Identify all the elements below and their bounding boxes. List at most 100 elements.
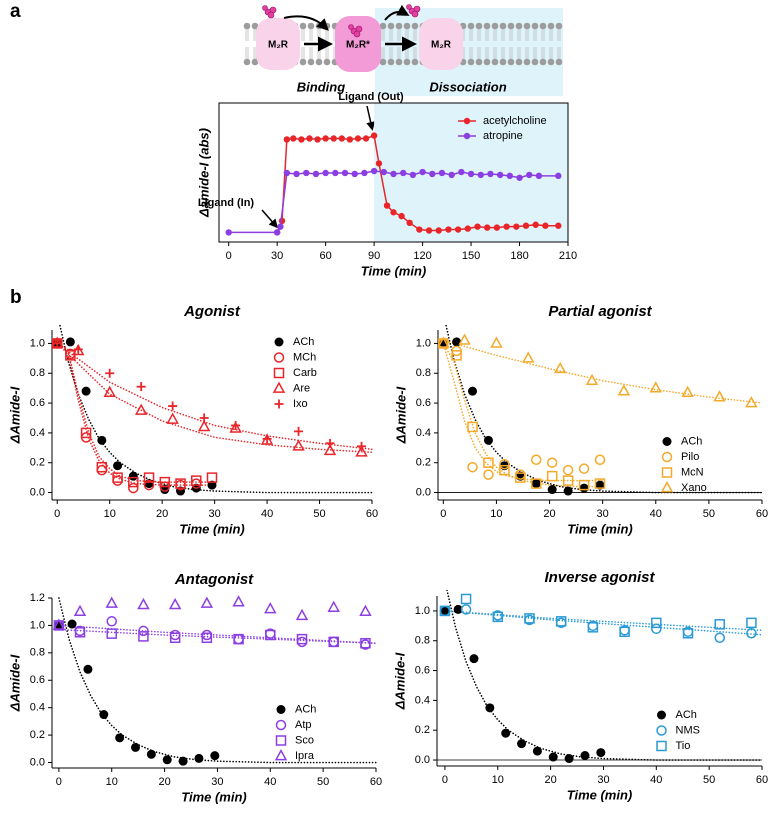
y-tick-label: 0.0 xyxy=(415,754,430,766)
plot-area xyxy=(52,595,377,766)
x-tick-label: 50 xyxy=(317,776,329,788)
data-point xyxy=(105,596,118,608)
data-point xyxy=(231,420,241,430)
data-point xyxy=(264,602,277,614)
legend: ACh Atp Sco Ipra xyxy=(274,703,316,762)
data-point xyxy=(531,454,542,465)
data-point xyxy=(460,604,472,615)
panel-label: a xyxy=(10,1,21,22)
data-point xyxy=(136,382,146,392)
legend-marker xyxy=(661,467,673,478)
legend-marker xyxy=(656,740,667,752)
chart: 0 30 60 90 120 150 180 210 Time (min) Δamide-I (a… xyxy=(196,102,577,278)
plot-area xyxy=(52,324,373,496)
chart: 0 10 20 30 40 50 60 0.0 0.2 0.4 0.6 0.8 1.0 Partial a… xyxy=(393,303,768,536)
data-point xyxy=(355,445,368,457)
legend-label: ACh xyxy=(681,435,702,447)
data-point xyxy=(467,461,478,473)
x-tick-label: 20 xyxy=(158,776,170,788)
data-point xyxy=(232,595,245,607)
receptor-active xyxy=(335,16,381,72)
legend-label: Xano xyxy=(681,482,707,494)
y-tick-label: 0.6 xyxy=(30,674,45,686)
data-point xyxy=(370,167,378,175)
x-tick-label: 50 xyxy=(313,508,325,520)
data-point xyxy=(485,703,495,713)
data-point xyxy=(296,636,308,648)
fit-curve xyxy=(56,342,216,483)
data-point xyxy=(578,479,590,491)
data-point xyxy=(362,135,370,142)
legend-label: Pilo xyxy=(681,451,699,463)
data-point xyxy=(359,604,372,617)
receptor xyxy=(419,18,463,70)
chart: 0 10 20 30 40 50 60 0.0 0.2 0.4 0.6 0.8 1.0 Agonist Ti… xyxy=(7,303,378,536)
legend-marker xyxy=(662,437,672,446)
legend: ACh NMS Tio xyxy=(656,709,700,752)
y-tick-label: 0.6 xyxy=(415,664,430,676)
data-point xyxy=(564,754,574,764)
data-point xyxy=(619,626,630,638)
y-tick-label: 0.4 xyxy=(416,427,431,439)
x-tick-label: 50 xyxy=(703,774,715,786)
data-point xyxy=(714,632,725,644)
data-point xyxy=(103,385,116,397)
legend-label: Ixo xyxy=(293,398,308,410)
x-tick-label: 40 xyxy=(650,508,662,520)
receptor-label: M₂R xyxy=(431,40,452,51)
data-point xyxy=(531,478,542,489)
data-point xyxy=(201,632,213,644)
panel-label: b xyxy=(10,287,22,308)
data-point xyxy=(467,170,475,178)
data-point xyxy=(97,435,107,445)
data-point xyxy=(714,619,725,630)
x-axis-label: Time (min) xyxy=(567,521,633,536)
legend-marker xyxy=(276,705,286,714)
data-point xyxy=(594,454,606,465)
data-point xyxy=(579,483,589,493)
data-point xyxy=(468,386,478,396)
receptor xyxy=(256,18,300,70)
x-tick-label: 30 xyxy=(597,508,609,520)
data-point xyxy=(682,628,694,639)
y-tick-label: 0.0 xyxy=(30,756,45,768)
data-point xyxy=(555,222,562,229)
fit-curve xyxy=(58,597,377,764)
x-tick-label: 40 xyxy=(264,776,276,788)
receptor-label: M₂R* xyxy=(346,40,370,51)
x-tick-label: 30 xyxy=(597,774,609,786)
x-tick-label: 60 xyxy=(756,774,768,786)
data-point xyxy=(113,461,123,471)
data-point xyxy=(332,169,339,177)
x-tick-label: 20 xyxy=(544,774,556,786)
fit-curve xyxy=(58,628,377,645)
data-point xyxy=(112,475,123,486)
chart-title: Agonist xyxy=(183,303,241,320)
data-point xyxy=(262,434,272,444)
annotation: Ligand (In) xyxy=(198,197,255,209)
data-point xyxy=(580,751,590,761)
legend-label: atropine xyxy=(483,130,523,142)
y-axis-label: ΔAmide-I xyxy=(392,652,407,710)
x-tick-label: 50 xyxy=(703,508,715,520)
data-point xyxy=(484,224,491,231)
data-point xyxy=(143,472,155,483)
plot-area xyxy=(225,132,562,236)
data-point xyxy=(419,168,426,176)
data-point xyxy=(229,421,242,433)
legend-marker xyxy=(463,132,471,140)
x-tick-label: 0 xyxy=(440,508,446,520)
legend-label: Sco xyxy=(295,734,314,746)
x-tick-label: 0 xyxy=(442,774,448,786)
y-axis-label: ΔAmide-I xyxy=(7,654,22,712)
data-point xyxy=(452,337,462,347)
data-point xyxy=(197,419,211,432)
x-tick-label: 10 xyxy=(106,776,118,788)
annotation-arrow xyxy=(261,209,278,229)
data-point xyxy=(490,336,503,348)
data-point xyxy=(360,637,371,649)
legend-label: ACh xyxy=(676,709,697,721)
y-tick-label: 0.2 xyxy=(30,729,45,741)
y-tick-label: 0.8 xyxy=(30,367,45,379)
data-point xyxy=(595,480,605,490)
